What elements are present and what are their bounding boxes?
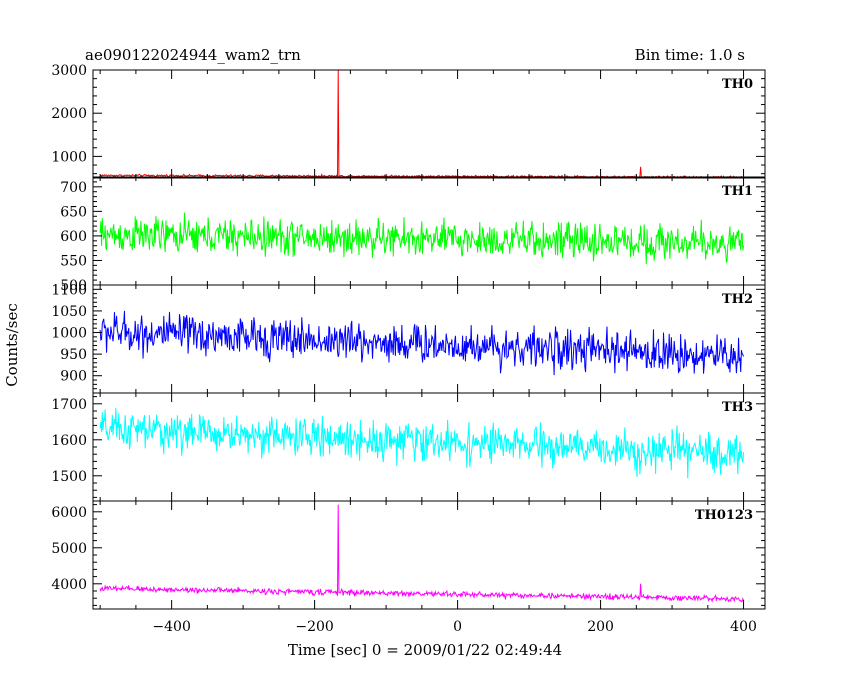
y-tick-label: 6000 xyxy=(51,505,87,521)
panel-th3: 1500 1600 1700 TH3 xyxy=(51,392,766,502)
y-tick-label: 1050 xyxy=(51,304,87,320)
panel-th1: 500 550 600 650 700 TH1 xyxy=(60,176,766,294)
series-line-th2 xyxy=(99,310,745,376)
x-axis: −400 −200 0 200 400 xyxy=(152,619,757,635)
x-tick-label: 0 xyxy=(453,619,462,635)
y-tick-label: 900 xyxy=(60,369,87,385)
series-line-th3 xyxy=(99,407,745,479)
y-tick-label: 2000 xyxy=(51,106,87,122)
series-line-th0123 xyxy=(99,504,745,603)
y-tick-label: 1500 xyxy=(51,469,87,485)
y-tick-label: 1000 xyxy=(51,326,87,342)
y-tick-label: 650 xyxy=(60,204,87,220)
panel-frame xyxy=(92,69,766,179)
y-tick-label: 700 xyxy=(60,180,87,196)
bin-time-label: Bin time: 1.0 s xyxy=(635,46,745,64)
panel-label: TH3 xyxy=(722,400,753,415)
series-line-th0 xyxy=(100,70,744,178)
y-tick-label: 500 xyxy=(60,278,87,294)
y-tick-label: 5000 xyxy=(51,541,87,557)
y-tick-label: 1700 xyxy=(51,397,87,413)
y-tick-label: 1600 xyxy=(51,433,87,449)
panel-th0123: 4000 5000 6000 TH0123 xyxy=(51,500,766,610)
panel-label: TH2 xyxy=(722,292,753,307)
x-axis-label: Time [sec] 0 = 2009/01/22 02:49:44 xyxy=(288,641,562,659)
y-tick-label: 1100 xyxy=(51,282,87,298)
panels-group: 1000 2000 3000 TH0 500 550 600 650 700 TH1 900 950 1… xyxy=(51,63,766,610)
panel-th2: 900 950 1000 1050 1100 TH2 xyxy=(51,282,766,394)
y-tick-label: 1000 xyxy=(51,149,87,165)
y-tick-label: 600 xyxy=(60,229,87,245)
x-tick-label: −400 xyxy=(152,619,190,635)
y-tick-label: 550 xyxy=(60,253,87,269)
y-tick-label: 950 xyxy=(60,347,87,363)
y-tick-label: 3000 xyxy=(51,63,87,79)
chart-title: ae090122024944_wam2_trn xyxy=(85,46,301,64)
series-line-th1 xyxy=(99,212,745,265)
x-tick-label: −200 xyxy=(295,619,333,635)
x-tick-label: 200 xyxy=(587,619,614,635)
panel-th0: 1000 2000 3000 TH0 xyxy=(51,63,766,179)
panel-label: TH1 xyxy=(722,184,753,199)
panel-label: TH0123 xyxy=(695,508,753,523)
x-tick-label: 400 xyxy=(730,619,757,635)
y-axis-label: Counts/sec xyxy=(3,303,21,387)
y-tick-label: 4000 xyxy=(51,577,87,593)
panel-label: TH0 xyxy=(722,77,753,92)
